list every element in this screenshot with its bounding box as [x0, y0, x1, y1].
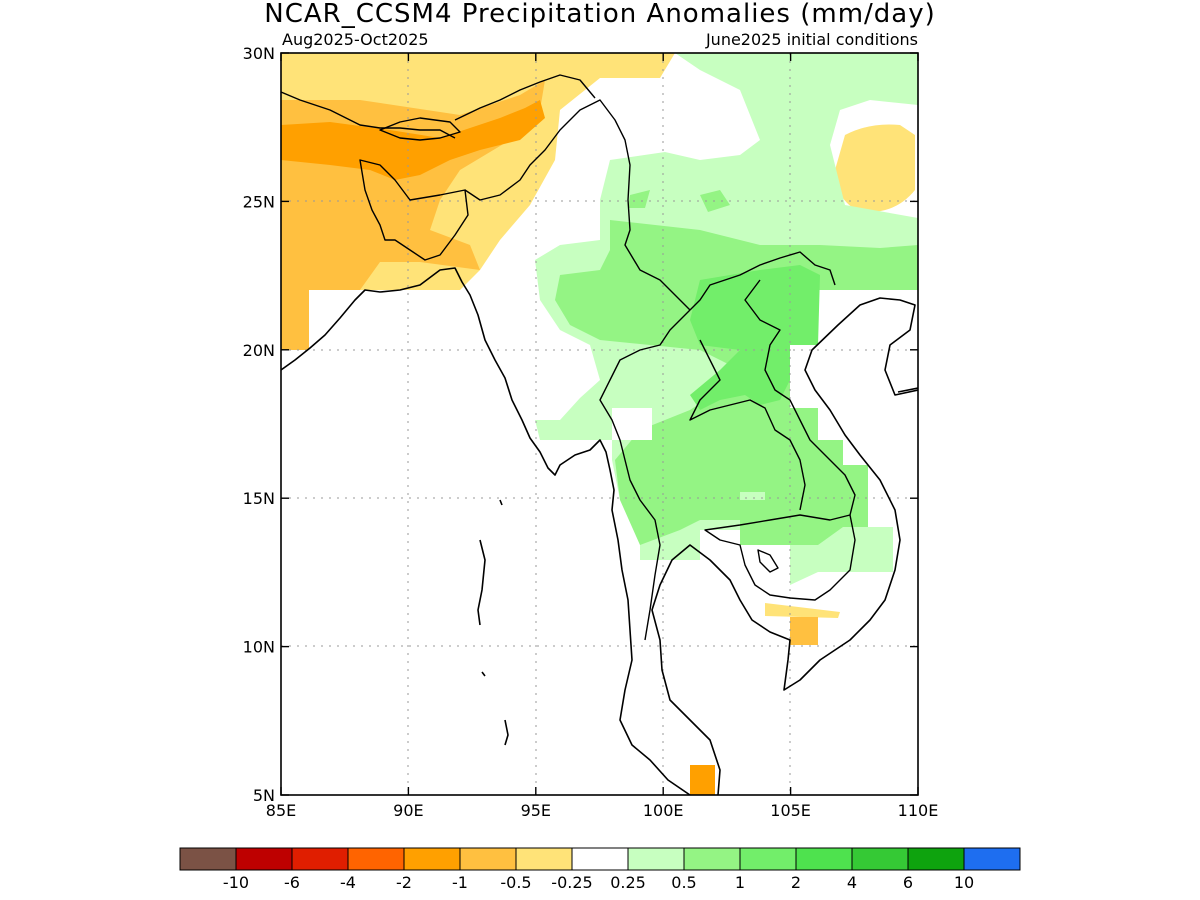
coastline-andaman-islands: [477, 499, 509, 746]
colorbar: -10 -6 -4 -2 -1 -0.5 -0.25 0.25 0.5 1 2 4 6 10: [179, 847, 1021, 892]
colorbar-label: -1: [452, 873, 468, 892]
colorbar-swatch: [739, 847, 797, 871]
colorbar-swatch: [627, 847, 685, 871]
colorbar-label: -0.25: [551, 873, 592, 892]
x-tick-label: 100E: [643, 801, 684, 820]
y-tick-label: 30N: [243, 44, 275, 63]
colorbar-swatch: [963, 847, 1021, 871]
x-tick-label: 95E: [521, 801, 551, 820]
border-india-myanmar: [464, 99, 691, 311]
colorbar-label: 0.25: [610, 873, 646, 892]
border-bangladesh: [359, 159, 469, 261]
colorbar-swatch: [291, 847, 349, 871]
border-thailand-laos: [689, 339, 806, 511]
colorbar-label: 6: [903, 873, 913, 892]
y-tick-label: 15N: [243, 489, 275, 508]
coastline-india-bangladesh-myanmar: [281, 267, 691, 795]
axis-ticks: 85E 90E 95E 100E 105E 110E 30N 25N 20N 15N 10N 5N: [243, 44, 939, 820]
x-tick-label: 90E: [393, 801, 423, 820]
y-tick-label: 20N: [243, 341, 275, 360]
anomaly-region-dry-malay: [690, 765, 715, 795]
colorbar-label: 2: [791, 873, 801, 892]
border-india-china-north: [454, 74, 596, 121]
colorbar-swatch: [459, 847, 517, 871]
colorbar-label: 1: [735, 873, 745, 892]
border-tonle-sap: [757, 549, 779, 573]
colorbar-swatch: [571, 847, 629, 871]
border-cambodia: [704, 514, 856, 601]
y-tick-label: 10N: [243, 638, 275, 657]
anomaly-region-dry-mekong-band: [765, 603, 840, 618]
colorbar-label: -6: [284, 873, 300, 892]
anomaly-region-wet-bright: [690, 265, 820, 410]
colorbar-label: 10: [954, 873, 974, 892]
colorbar-label: 0.5: [671, 873, 696, 892]
border-bhutan: [379, 117, 461, 141]
anomaly-region-neutral-strip: [740, 492, 765, 500]
anomaly-region-dry-south-china: [835, 124, 915, 213]
plot-frame: [280, 52, 919, 796]
colorbar-label: -2: [396, 873, 412, 892]
figure-title: NCAR_CCSM4 Precipitation Anomalies (mm/d…: [264, 0, 936, 29]
x-tick-label: 85E: [266, 801, 296, 820]
coastline-hainan: [897, 387, 918, 393]
y-tick-label: 25N: [243, 192, 275, 211]
coastline-gulf-of-thailand: [651, 297, 918, 795]
initial-conditions-label: June2025 initial conditions: [705, 30, 918, 49]
coastlines: [281, 267, 918, 795]
colorbar-swatch: [851, 847, 909, 871]
colorbar-swatch: [347, 847, 405, 871]
colorbar-label: -0.5: [500, 873, 531, 892]
anomaly-region-neutral-nw-laos: [612, 408, 652, 440]
border-myanmar-thailand: [599, 309, 691, 641]
period-label: Aug2025-Oct2025: [282, 30, 429, 49]
colorbar-swatch: [403, 847, 461, 871]
colorbar-swatch: [683, 847, 741, 871]
colorbar-swatch: [179, 847, 237, 871]
y-tick-label: 5N: [253, 786, 275, 805]
colorbar-label: -4: [340, 873, 356, 892]
colorbar-label: 4: [847, 873, 857, 892]
border-laos-vietnam: [744, 279, 856, 516]
x-tick-label: 105E: [770, 801, 811, 820]
colorbar-swatch: [515, 847, 573, 871]
colorbar-swatch: [795, 847, 853, 871]
border-nepal-india: [281, 91, 456, 139]
plot-area: [281, 53, 918, 795]
x-tick-label: 110E: [898, 801, 939, 820]
colorbar-swatch: [235, 847, 293, 871]
border-laos-china: [689, 251, 836, 311]
colorbar-swatch: [907, 847, 965, 871]
country-borders: [281, 74, 856, 641]
anomaly-region-dry-mekong-delta: [790, 617, 818, 645]
colorbar-label: -10: [223, 873, 249, 892]
